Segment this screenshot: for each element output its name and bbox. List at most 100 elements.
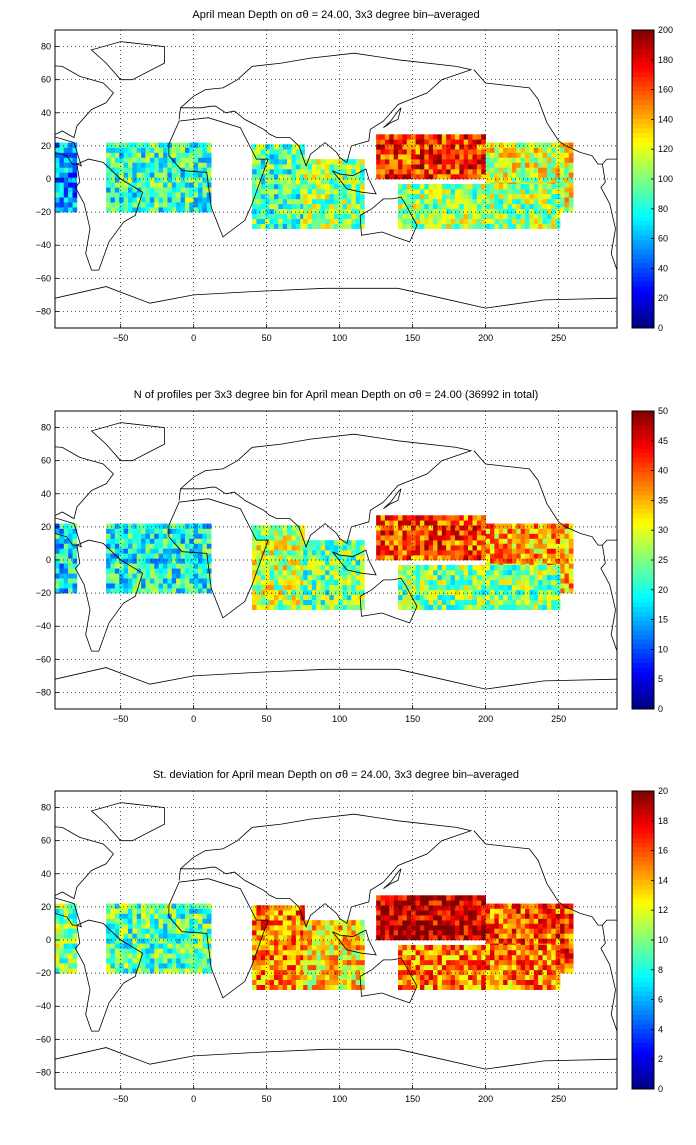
heatmap-cell — [521, 565, 526, 570]
heatmap-cell — [351, 224, 356, 229]
heatmap-cell — [124, 153, 129, 158]
heatmap-cell — [490, 219, 495, 224]
heatmap-cell — [437, 605, 442, 610]
heatmap-cell — [274, 144, 279, 149]
heatmap-cell — [110, 529, 115, 534]
heatmap-cell — [308, 975, 313, 980]
heatmap-cell — [150, 529, 155, 534]
heatmap-cell — [329, 570, 334, 575]
heatmap-cell — [325, 179, 330, 184]
heatmap-cell — [411, 895, 416, 900]
heatmap-cell — [486, 595, 491, 600]
heatmap-cell — [547, 153, 552, 158]
heatmap-cell — [525, 904, 530, 909]
heatmap-cell — [176, 553, 181, 558]
heatmap-cell — [252, 565, 257, 570]
heatmap-cell — [551, 162, 556, 167]
heatmap-cell — [59, 958, 64, 963]
heatmap-cell — [543, 595, 548, 600]
colorbar-swatch — [632, 644, 654, 649]
heatmap-cell — [110, 953, 115, 958]
heatmap-cell — [146, 563, 151, 568]
heatmap-cell — [356, 174, 361, 179]
heatmap-cell — [547, 524, 552, 529]
heatmap-cell — [159, 157, 164, 162]
heatmap-cell — [516, 595, 521, 600]
heatmap-cell — [106, 167, 111, 172]
heatmap-cell — [407, 570, 412, 575]
heatmap-cell — [106, 904, 111, 909]
heatmap-cell — [556, 209, 561, 214]
heatmap-cell — [181, 963, 186, 968]
heatmap-cell — [278, 575, 283, 580]
heatmap-cell — [321, 550, 326, 555]
heatmap-cell — [64, 904, 69, 909]
heatmap-cell — [455, 555, 460, 560]
colorbar-swatch — [632, 532, 654, 537]
heatmap-cell — [163, 904, 168, 909]
heatmap-cell — [68, 153, 73, 158]
heatmap-cell — [194, 197, 199, 202]
heatmap-cell — [261, 950, 266, 955]
heatmap-cell — [529, 219, 534, 224]
heatmap-cell — [543, 167, 548, 172]
heatmap-cell — [512, 534, 517, 539]
heatmap-cell — [525, 189, 530, 194]
heatmap-cell — [176, 573, 181, 578]
y-tick-label: −20 — [36, 207, 51, 217]
heatmap-cell — [154, 202, 159, 207]
heatmap-cell — [270, 555, 275, 560]
heatmap-cell — [429, 590, 434, 595]
heatmap-cell — [569, 938, 574, 943]
heatmap-cell — [356, 179, 361, 184]
heatmap-cell — [429, 965, 434, 970]
heatmap-cell — [538, 167, 543, 172]
heatmap-cell — [278, 580, 283, 585]
heatmap-cell — [163, 529, 168, 534]
heatmap-cell — [154, 588, 159, 593]
heatmap-cell — [159, 968, 164, 973]
heatmap-cell — [534, 199, 539, 204]
heatmap-cell — [394, 935, 399, 940]
heatmap-cell — [312, 540, 317, 545]
heatmap-cell — [265, 910, 270, 915]
heatmap-cell — [351, 945, 356, 950]
heatmap-cell — [503, 565, 508, 570]
heatmap-cell — [433, 164, 438, 169]
x-tick-label: 0 — [191, 333, 196, 343]
heatmap-cell — [429, 575, 434, 580]
heatmap-cell — [521, 153, 526, 158]
heatmap-cell — [556, 914, 561, 919]
heatmap-cell — [68, 968, 73, 973]
heatmap-cell — [529, 194, 534, 199]
heatmap-cell — [512, 204, 517, 209]
heatmap-cell — [451, 545, 456, 550]
heatmap-cell — [119, 538, 124, 543]
heatmap-cell — [159, 529, 164, 534]
heatmap-cell — [150, 583, 155, 588]
heatmap-cell — [407, 219, 412, 224]
heatmap-cell — [291, 935, 296, 940]
heatmap-cell — [303, 555, 308, 560]
heatmap-cell — [252, 224, 257, 229]
heatmap-cell — [477, 915, 482, 920]
heatmap-cell — [316, 980, 321, 985]
heatmap-cell — [556, 575, 561, 580]
heatmap-cell — [154, 553, 159, 558]
heatmap-cell — [343, 975, 348, 980]
heatmap-cell — [451, 214, 456, 219]
heatmap-cell — [547, 575, 552, 580]
heatmap-cell — [283, 214, 288, 219]
heatmap-cell — [538, 565, 543, 570]
heatmap-cell — [516, 585, 521, 590]
heatmap-cell — [115, 177, 120, 182]
heatmap-cell — [459, 910, 464, 915]
heatmap-cell — [402, 174, 407, 179]
heatmap-cell — [464, 184, 469, 189]
heatmap-cell — [128, 568, 133, 573]
heatmap-cell — [525, 605, 530, 610]
heatmap-cell — [394, 154, 399, 159]
heatmap-cell — [472, 224, 477, 229]
heatmap-cell — [521, 918, 526, 923]
heatmap-cell — [163, 968, 168, 973]
